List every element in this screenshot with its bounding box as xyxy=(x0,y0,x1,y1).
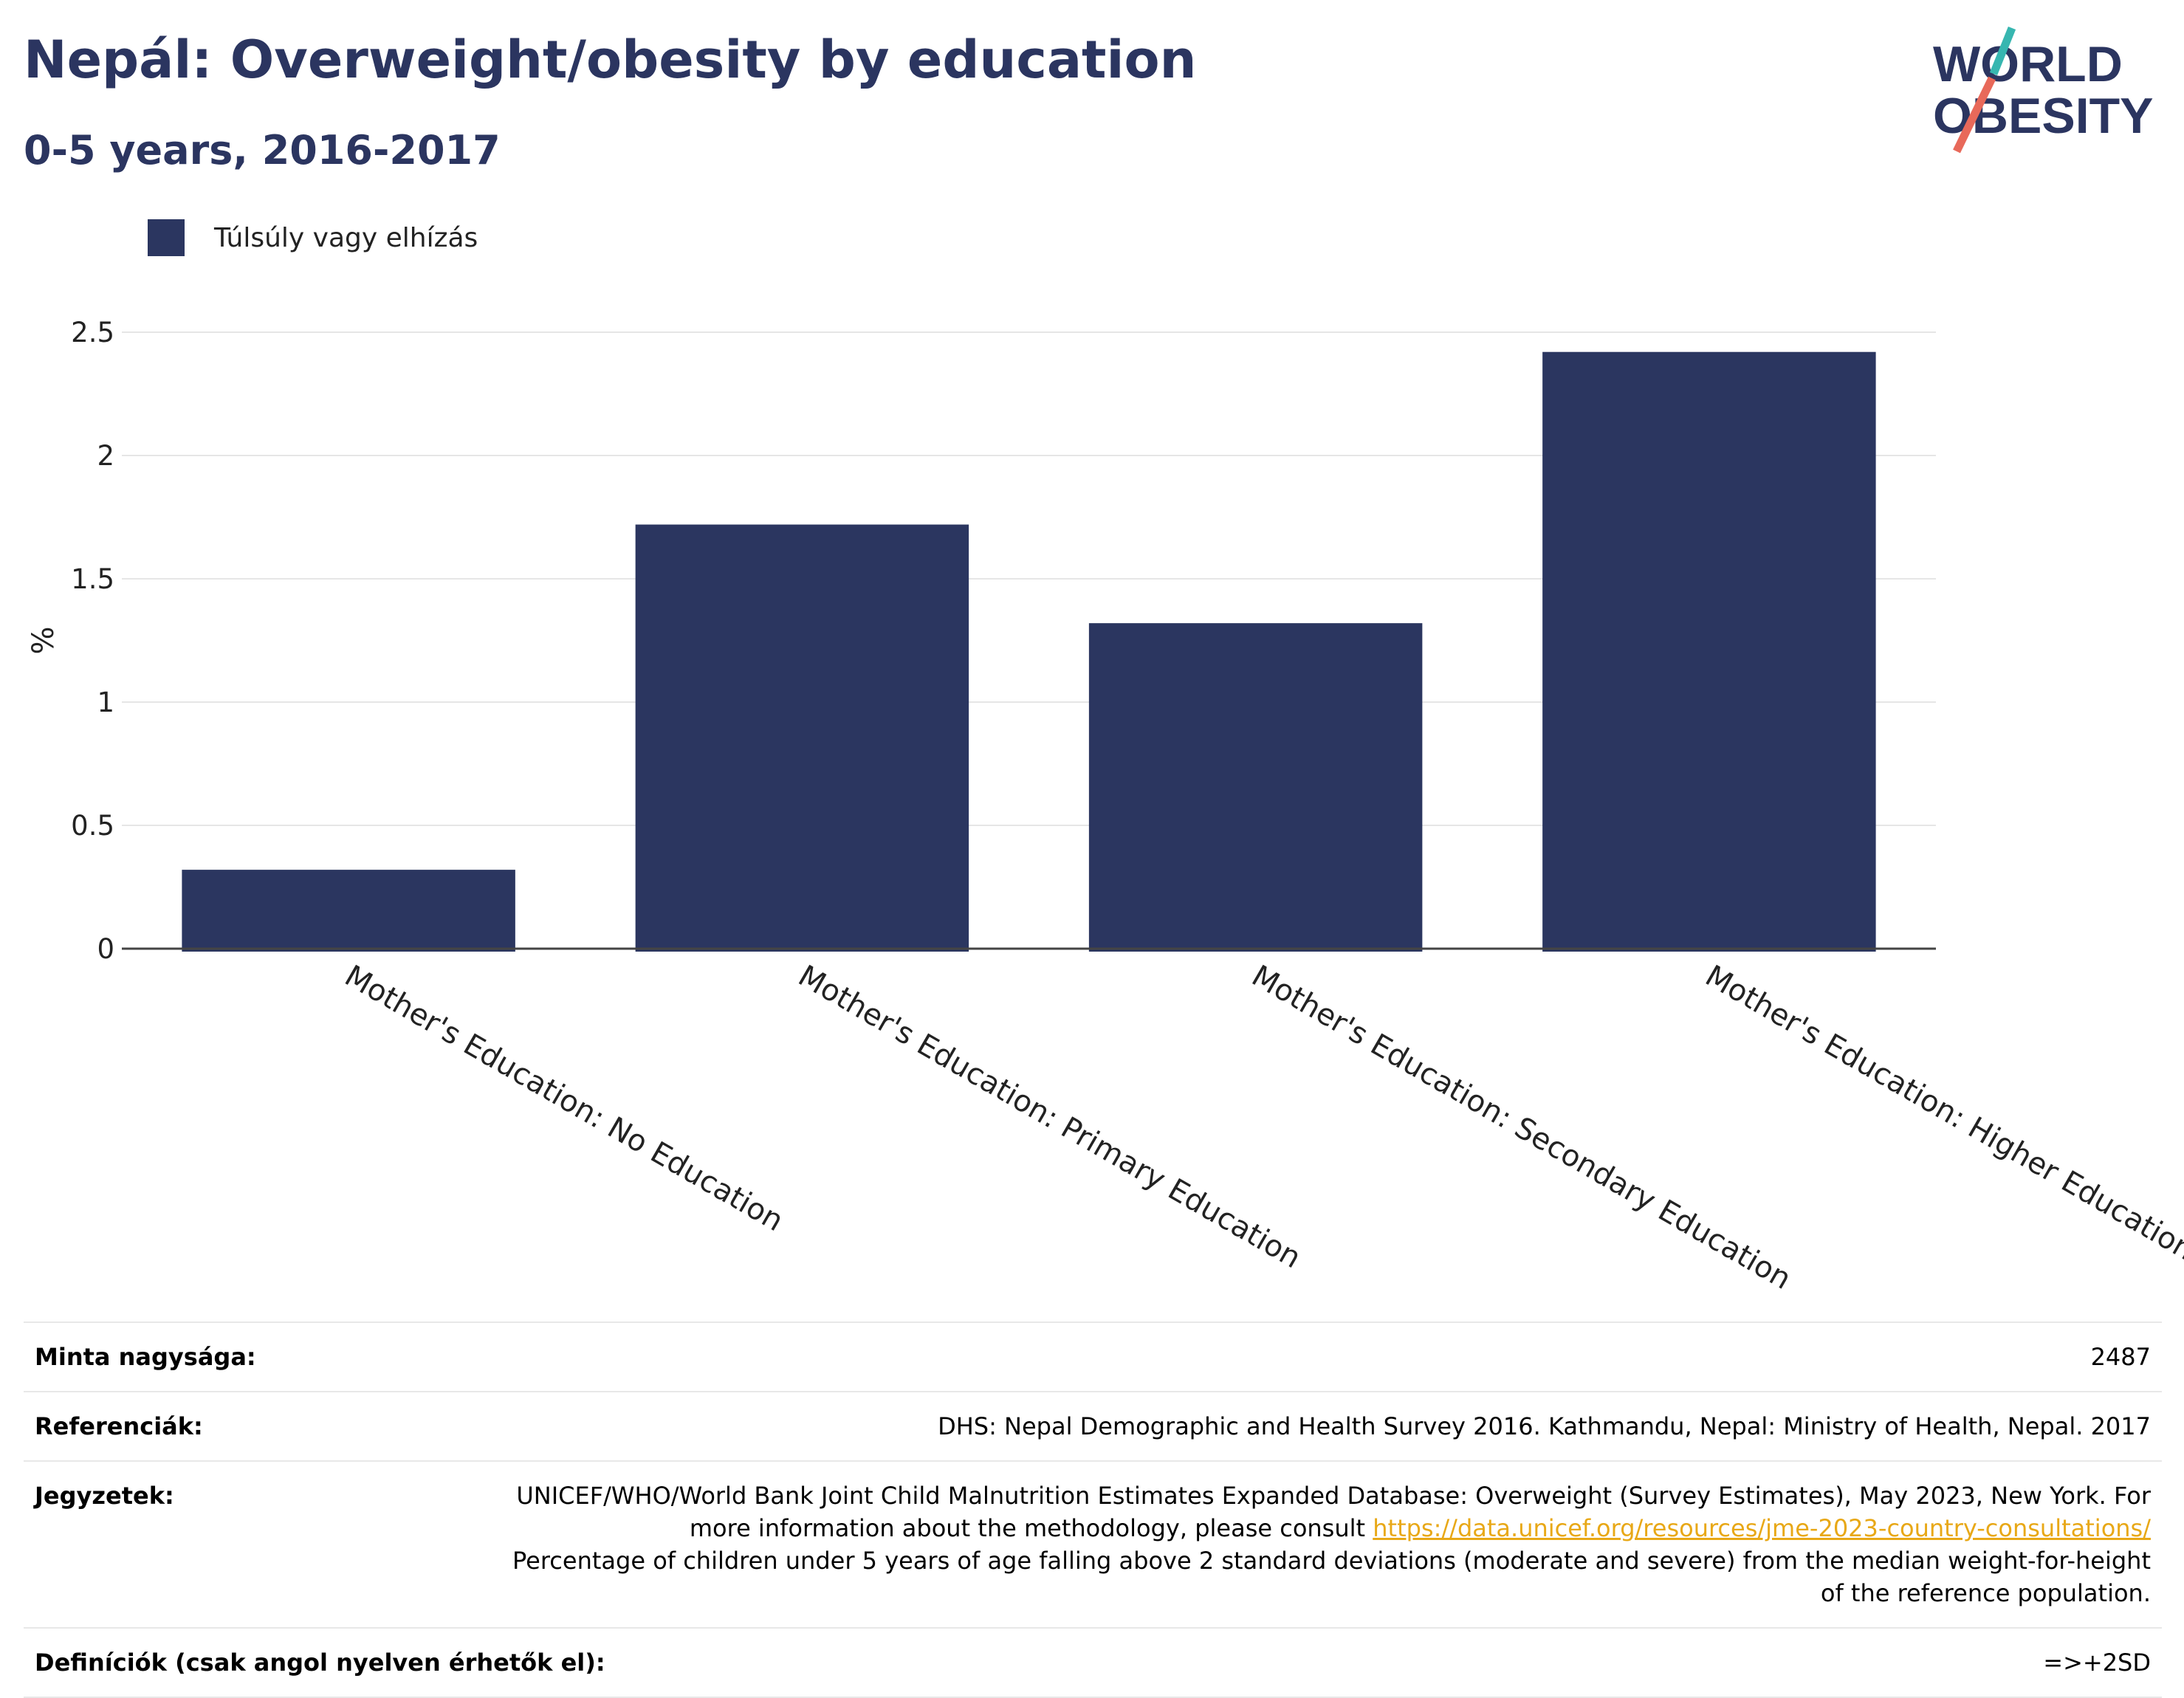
references-label: Referenciák: xyxy=(35,1412,203,1440)
world-obesity-logo: WORLD OBESITY xyxy=(1933,26,2154,154)
info-row-references: Referenciák: DHS: Nepal Demographic and … xyxy=(24,1391,2162,1460)
x-tick-label: Mother's Education: Higher Education xyxy=(1700,959,2184,1268)
y-tick-label: 0 xyxy=(97,933,114,965)
y-tick-labels: 0 0.5 1 1.5 2 2.5 xyxy=(71,317,114,965)
sample-value: 2487 xyxy=(2090,1343,2151,1371)
y-tick-label: 2.5 xyxy=(71,317,114,348)
bar xyxy=(1088,623,1423,952)
definitions-label: Definíciók (csak angol nyelven érhetők e… xyxy=(35,1649,605,1677)
notes-text-1: UNICEF/WHO/World Bank Joint Child Malnut… xyxy=(516,1482,2151,1542)
bar-chart: 0 0.5 1 1.5 2 2.5 Mother's Education: No Educ… xyxy=(27,317,2184,1296)
y-axis-label: % xyxy=(27,626,61,654)
chart-subtitle: 0-5 years, 2016-2017 xyxy=(24,127,501,173)
y-tick-label: 1 xyxy=(97,687,114,718)
methodology-link[interactable]: https://data.unicef.org/resources/jme-20… xyxy=(1373,1514,2151,1542)
x-tick-labels: Mother's Education: No Education Mother's… xyxy=(339,959,2184,1296)
notes-value: UNICEF/WHO/World Bank Joint Child Malnut… xyxy=(512,1479,2151,1609)
legend-label: Túlsúly vagy elhízás xyxy=(214,222,478,253)
y-tick-label: 0.5 xyxy=(71,810,114,842)
sample-label: Minta nagysága: xyxy=(35,1343,256,1371)
x-tick-label: Mother's Education: Secondary Education xyxy=(1246,959,1797,1296)
y-tick-label: 1.5 xyxy=(71,563,114,595)
x-tick-label: Mother's Education: Primary Education xyxy=(792,959,1306,1276)
x-tick-label: Mother's Education: No Education xyxy=(339,959,789,1238)
logo-accent-coral xyxy=(1953,76,1996,154)
notes-label: Jegyzetek: xyxy=(35,1482,174,1510)
bar xyxy=(182,870,515,952)
legend-swatch xyxy=(148,219,185,256)
logo-line1: WORLD xyxy=(1933,36,2123,92)
info-table: Minta nagysága: 2487 Referenciák: DHS: N… xyxy=(24,1321,2162,1698)
info-row-sample: Minta nagysága: 2487 xyxy=(24,1321,2162,1391)
chart-title: Nepál: Overweight/obesity by education xyxy=(24,30,1197,90)
notes-text-2: Percentage of children under 5 years of … xyxy=(512,1547,2151,1607)
info-row-notes: Jegyzetek: UNICEF/WHO/World Bank Joint C… xyxy=(24,1460,2162,1627)
logo-accent-teal xyxy=(1989,26,2016,76)
definitions-value: =>+2SD xyxy=(2043,1649,2151,1677)
legend: Túlsúly vagy elhízás xyxy=(148,219,478,257)
references-value: DHS: Nepal Demographic and Health Survey… xyxy=(938,1412,2151,1440)
bars xyxy=(182,351,1876,952)
bar xyxy=(635,524,969,952)
info-row-definitions: Definíciók (csak angol nyelven érhetők e… xyxy=(24,1627,2162,1698)
bar xyxy=(1542,351,1876,952)
y-tick-label: 2 xyxy=(97,440,114,472)
